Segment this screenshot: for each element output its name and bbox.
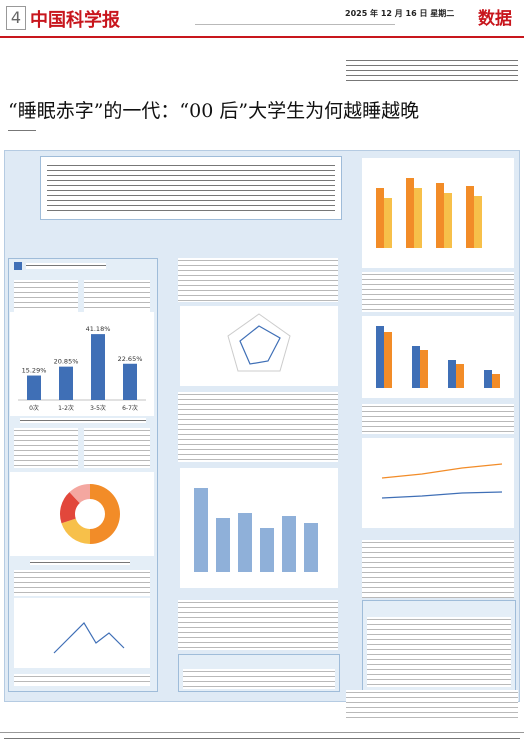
category-label: 6-7次 [122,404,138,412]
donut-slice [90,484,120,544]
right-figure-2 [362,316,514,398]
page-number: 4 [6,6,26,30]
date: 2025 年 12 月 16 日 星期二 [345,9,455,18]
category-label: 0次 [29,404,39,412]
bar [123,363,137,400]
bar-graphic [376,178,482,248]
headline: “睡眠赤字”的一代：“00 后”大学生为何越睡越晚 [8,100,420,122]
body-text [367,617,511,687]
body-text [183,669,335,689]
body-text [14,280,78,312]
lead-text [346,58,518,84]
value-label: 41.18% [86,325,111,333]
footer-text [4,736,520,742]
donut-slice [61,518,90,544]
bar [27,375,41,400]
category-label: 3-5次 [90,404,106,412]
body-text [178,392,338,462]
body-text [14,570,150,596]
body-text [178,600,338,650]
section-title [26,263,106,269]
body-text [14,428,78,468]
section-name: 数据 [478,9,512,29]
bar-figure [180,468,338,588]
line-graphic [53,622,125,654]
bar-graphic [194,488,318,572]
byline [8,128,36,133]
intro-text [47,163,335,213]
right-panel [362,600,516,692]
figure-1: 15.29% 0次 20.85% 1-2次 41.18% 3-5次 22.65% 6-7次 [10,312,154,416]
masthead: 中国科学报 [30,10,120,31]
radar-graphic [227,313,291,372]
bar [59,366,73,400]
radar-figure [180,306,338,386]
bar [91,334,105,400]
figure-caption [30,560,130,565]
body-text [14,674,150,686]
body-text [178,258,338,302]
mid-panel [178,654,340,692]
bar-graphic [376,326,500,388]
body-text [362,272,514,312]
category-label: 1-2次 [58,404,74,412]
contact-line [195,22,395,28]
body-text [84,428,150,468]
line-graphic [381,463,503,499]
footer-rule [0,732,524,733]
body-text [362,540,514,598]
header-rule [0,36,524,38]
figure-3 [14,598,150,668]
intro-box [40,156,342,220]
footnote [346,690,518,718]
value-label: 20.85% [54,358,79,366]
body-text [362,404,514,434]
figure-caption [20,418,146,423]
body-text [84,280,150,312]
right-figure-1 [362,158,514,268]
right-figure-3 [362,438,514,528]
figure-2 [10,472,154,556]
value-label: 15.29% [22,367,47,375]
value-label: 22.65% [118,355,143,363]
donut-slice [60,492,80,524]
donut-slice [69,484,90,504]
section-icon [14,262,22,270]
figure-bg [10,472,154,556]
